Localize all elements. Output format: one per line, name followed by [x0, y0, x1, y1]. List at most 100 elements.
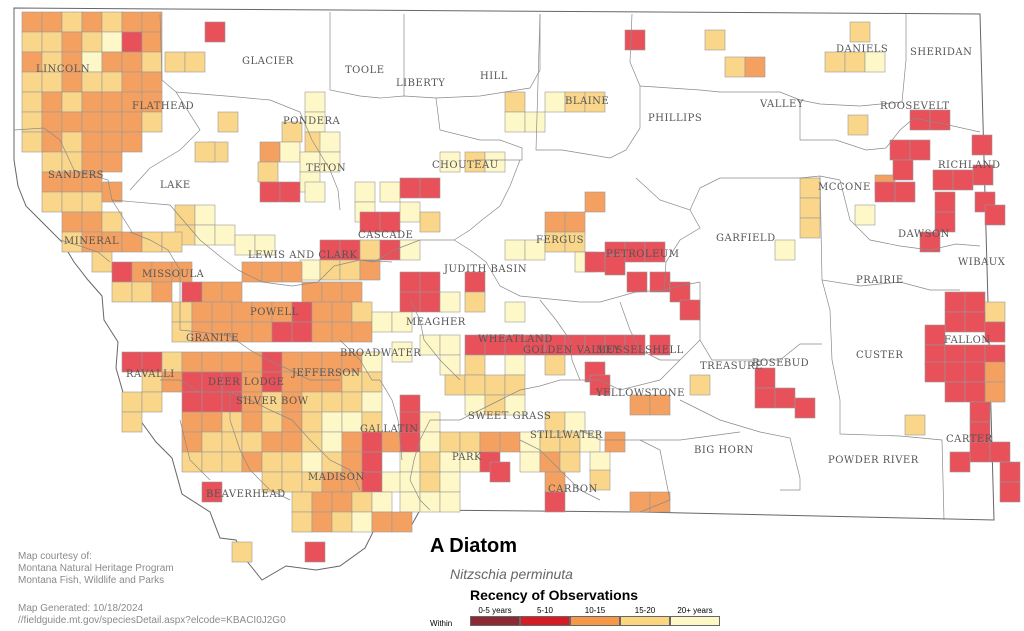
observation-cell [864, 51, 886, 73]
county-label: BLAINE [565, 96, 609, 107]
county-label: CHOUTEAU [432, 160, 499, 171]
observation-cell [479, 431, 501, 453]
county-label: BIG HORN [694, 445, 754, 456]
observation-cell [464, 291, 486, 313]
observation-cell [361, 391, 383, 413]
county-label: MINERAL [64, 236, 119, 247]
observation-cell [191, 301, 213, 323]
legend-item-label: 5-10 [536, 606, 553, 615]
observation-cell [301, 451, 323, 473]
observation-cell [391, 511, 413, 533]
observation-cell [564, 411, 586, 433]
observation-cell [644, 241, 666, 263]
observation-cell [909, 139, 931, 161]
observation-cell [331, 321, 353, 343]
observation-cell [854, 204, 876, 226]
observation-cell [261, 431, 283, 453]
county-label: PHILLIPS [648, 113, 702, 124]
observation-cell [271, 321, 293, 343]
observation-cell [101, 131, 123, 153]
observation-cell [419, 177, 441, 199]
observation-cell [181, 431, 203, 453]
observation-cell [161, 231, 183, 253]
observation-cell [194, 204, 216, 226]
observation-cell [121, 131, 143, 153]
observation-cell [181, 371, 203, 393]
observation-cell [419, 211, 441, 233]
observation-cell [221, 281, 243, 303]
observation-cell [399, 239, 421, 261]
legend-swatch [570, 616, 620, 626]
observation-cell [669, 281, 691, 303]
observation-cell [794, 397, 816, 419]
observation-cell [304, 91, 326, 113]
observation-cell [381, 471, 403, 493]
county-label: FALLON [944, 335, 991, 346]
observation-cell [121, 231, 143, 253]
observation-cell [359, 239, 381, 261]
observation-cell [321, 391, 343, 413]
observation-cell [171, 301, 193, 323]
observation-cell [331, 491, 353, 513]
observation-cell [649, 491, 671, 513]
observation-cell [217, 111, 239, 133]
legend-title: Recency of Observations [470, 587, 639, 603]
legend-swatch [470, 616, 520, 626]
recency-legend: 0-5 years 5-10 10-15 15-20 20+ years [470, 605, 722, 629]
observation-cell [359, 259, 381, 281]
observation-cell [969, 401, 991, 423]
observation-cell [121, 71, 143, 93]
species-url: //fieldguide.mt.gov/speciesDetail.aspx?e… [18, 615, 286, 626]
observation-cell [524, 111, 546, 133]
observation-cell [279, 141, 301, 163]
observation-cell [564, 211, 586, 233]
observation-cell [101, 51, 123, 73]
observation-cell [184, 51, 206, 73]
observation-cell [81, 71, 103, 93]
county-label: SHERIDAN [910, 47, 972, 58]
county-label: MADISON [308, 472, 365, 483]
observation-cell [41, 71, 63, 93]
observation-cell [874, 181, 896, 203]
observation-cell [894, 181, 916, 203]
county-label: MCCONE [818, 182, 871, 193]
observation-cell [379, 181, 401, 203]
observation-cell [624, 29, 646, 51]
observation-cell [984, 321, 1006, 343]
observation-cell [204, 21, 226, 43]
observation-cell [559, 451, 581, 473]
observation-cell [61, 131, 83, 153]
county-label: GARFIELD [716, 233, 776, 244]
observation-cell [849, 21, 871, 43]
observation-cell [544, 491, 566, 513]
observation-cell [231, 541, 253, 563]
observation-cell [279, 181, 301, 203]
observation-cell [81, 11, 103, 33]
county-label: MUSSELSHELL [596, 345, 684, 356]
observation-cell [919, 231, 941, 253]
observation-cell [81, 131, 103, 153]
observation-cell [111, 281, 133, 303]
county-label: SWEET GRASS [468, 411, 551, 422]
observation-cell [101, 111, 123, 133]
observation-cell [319, 131, 341, 153]
observation-cell [21, 31, 43, 53]
legend-item: 5-10 [520, 605, 570, 626]
observation-cell [331, 301, 353, 323]
observation-cell [311, 511, 333, 533]
observation-cell [41, 131, 63, 153]
legend-item: 0-5 years [470, 605, 520, 626]
observation-cell [504, 354, 526, 376]
observation-cell [121, 411, 143, 433]
observation-cell [214, 224, 236, 246]
county-label: RICHLAND [938, 160, 1000, 171]
observation-cell [281, 431, 303, 453]
observation-cell [909, 109, 931, 131]
observation-cell [972, 164, 994, 186]
county-label: GOLDEN VALLEY [523, 345, 621, 356]
observation-cell [444, 374, 466, 396]
observation-cell [399, 491, 421, 513]
observation-cell [799, 177, 821, 199]
observation-cell [371, 511, 393, 533]
observation-cell [281, 451, 303, 473]
